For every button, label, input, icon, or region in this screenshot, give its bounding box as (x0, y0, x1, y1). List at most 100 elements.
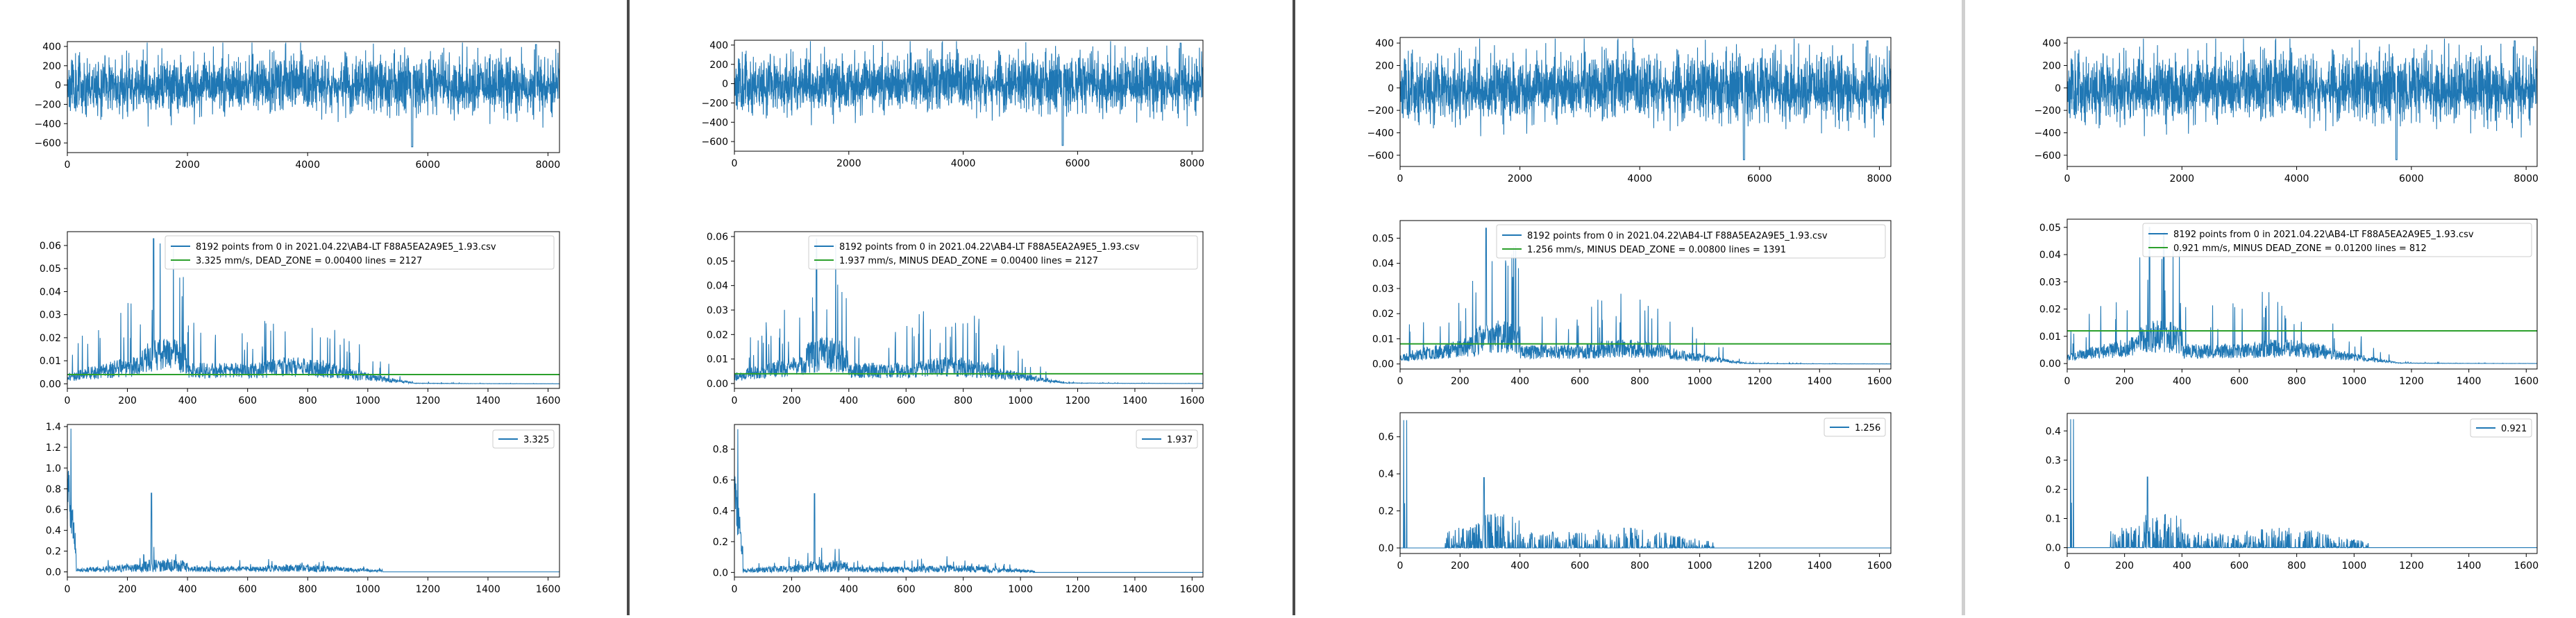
y-tick-label: 400 (42, 42, 61, 53)
y-tick-label: 0.2 (1379, 506, 1394, 517)
x-tick-label: 6000 (1066, 158, 1091, 169)
y-tick-label: 0.00 (2039, 359, 2061, 370)
x-tick-label: 1400 (1807, 560, 1832, 572)
x-tick-label: 6000 (1747, 173, 1772, 184)
x-tick-label: 600 (897, 584, 916, 595)
axes-1-signal: 0 2000 4000 6000 8000 −600 −400 −200 0 200 400 (35, 41, 560, 171)
x-tick-label: 400 (1510, 376, 1529, 387)
y-tick-label: 0.05 (1372, 233, 1394, 244)
x-tick-label: 400 (839, 584, 858, 595)
x-tick-label: 1000 (2341, 560, 2366, 572)
axes-frame (2066, 413, 2538, 554)
series-line (734, 429, 1203, 574)
y-tick-label: 0.4 (713, 506, 728, 517)
x-tick-label: 8000 (1179, 158, 1204, 169)
x-tick-label: 6000 (2399, 173, 2424, 184)
y-tick-label: 0.6 (713, 475, 728, 486)
x-tick-label: 1600 (1867, 560, 1892, 572)
x-tick-label: 0 (65, 395, 71, 406)
y-tick-label: 0.03 (1372, 284, 1394, 295)
series-line (2067, 419, 2537, 549)
figure-window-4: 0 2000 4000 6000 8000 −600 −400 −200 0 200 400 0 200… (1965, 0, 2576, 615)
axes-frame (1399, 412, 1892, 554)
x-tick-label: 200 (1451, 376, 1470, 387)
x-tick-label: 1400 (1807, 376, 1832, 387)
x-tick-label: 1600 (536, 584, 561, 595)
x-tick-label: 200 (1451, 560, 1470, 572)
y-tick-label: −200 (1367, 105, 1394, 117)
y-tick-label: 400 (2042, 38, 2061, 49)
axes-frame (734, 424, 1204, 578)
y-tick-label: −400 (702, 117, 728, 128)
y-tick-label: 0.00 (1372, 359, 1394, 370)
legend-entry: 0.921 mm/s, MINUS DEAD_ZONE = 0.01200 li… (2173, 243, 2427, 254)
y-tick-label: 1.2 (46, 443, 61, 454)
y-tick-label: 0.3 (2046, 455, 2061, 466)
x-tick-label: 1200 (1747, 560, 1772, 572)
x-tick-label: 6000 (415, 160, 440, 171)
x-tick-label: 600 (238, 395, 257, 406)
y-tick-label: 0.2 (713, 537, 728, 548)
series-line (67, 428, 559, 574)
x-tick-label: 1400 (475, 584, 500, 595)
x-tick-label: 1200 (1066, 395, 1091, 406)
series-line (67, 42, 560, 148)
axes-1-spectrum: 0 200 400 600 800 1000 1200 1400 1600 0.00 0.01 0.0… (40, 231, 560, 406)
legend-entry: 8192 points from 0 in 2021.04.22\AB4-LT … (1527, 231, 1828, 241)
axes-3-spectrum: 0 200 400 600 800 1000 1200 1400 1600 0.00 0.01 0.0… (1372, 220, 1892, 387)
y-tick-label: 0.04 (1372, 259, 1394, 270)
window-divider-2 (1293, 0, 1295, 615)
y-tick-label: 0.0 (713, 567, 728, 578)
x-tick-label: 1400 (1122, 395, 1147, 406)
x-tick-label: 400 (178, 395, 197, 406)
y-tick-label: 0.8 (46, 484, 61, 495)
series-line (1399, 38, 1892, 160)
x-tick-label: 800 (1631, 560, 1649, 572)
legend-entry: 3.325 (523, 435, 549, 445)
y-tick-label: 0.05 (707, 256, 728, 267)
series-line (67, 238, 559, 385)
y-tick-label: 0.4 (1379, 469, 1394, 480)
x-tick-label: 200 (118, 584, 137, 595)
legend-entry: 1.256 mm/s, MINUS DEAD_ZONE = 0.00800 li… (1527, 245, 1786, 255)
y-tick-label: 200 (709, 60, 728, 71)
y-tick-label: 0.02 (40, 333, 61, 344)
y-tick-label: 0.00 (40, 379, 61, 390)
y-tick-label: 0.06 (707, 232, 728, 243)
legend-top: 8192 points from 0 in 2021.04.22\AB4-LT … (808, 235, 1198, 270)
x-tick-label: 1600 (2514, 560, 2539, 572)
y-tick-label: 0.02 (2039, 304, 2061, 316)
y-tick-label: 0.03 (2039, 277, 2061, 288)
x-tick-label: 600 (2230, 560, 2249, 572)
axes-4-signal: 0 2000 4000 6000 8000 −600 −400 −200 0 200 400 (2035, 37, 2539, 184)
series-line (734, 239, 1203, 385)
legend-box (1824, 418, 1886, 437)
x-tick-label: 8000 (2514, 173, 2539, 184)
x-tick-label: 2000 (836, 158, 861, 169)
x-tick-label: 0 (732, 584, 738, 595)
y-tick-label: −600 (1367, 151, 1394, 162)
y-tick-label: 0.04 (40, 286, 61, 298)
y-tick-label: 0.4 (46, 526, 61, 537)
x-tick-label: 600 (1571, 560, 1590, 572)
x-tick-label: 0 (65, 160, 71, 171)
axes-4-residual: 0 200 400 600 800 1000 1200 1400 1600 0.0 0.1 0.2 0.… (2046, 413, 2539, 572)
legend-entry: 1.937 mm/s, MINUS DEAD_ZONE = 0.00400 li… (839, 256, 1098, 266)
x-tick-label: 2000 (175, 160, 200, 171)
legend-box (492, 429, 555, 449)
axes-frame (2066, 218, 2538, 370)
legend-entry: 8192 points from 0 in 2021.04.22\AB4-LT … (839, 242, 1140, 252)
legend-entry: 1.256 (1855, 423, 1880, 434)
axes-frame (2066, 37, 2538, 167)
series-line (2066, 227, 2538, 365)
legend-entry: 8192 points from 0 in 2021.04.22\AB4-LT … (2173, 230, 2474, 240)
x-tick-label: 600 (897, 395, 916, 406)
x-tick-label: 1000 (355, 584, 380, 595)
figure-window-3: 0 2000 4000 6000 8000 −600 −400 −200 0 200 400 0 200… (1295, 0, 1960, 615)
y-tick-label: 0.0 (2046, 543, 2061, 554)
x-tick-label: 1000 (2341, 376, 2366, 387)
x-tick-label: 800 (2287, 376, 2306, 387)
x-tick-label: 2000 (1508, 173, 1533, 184)
